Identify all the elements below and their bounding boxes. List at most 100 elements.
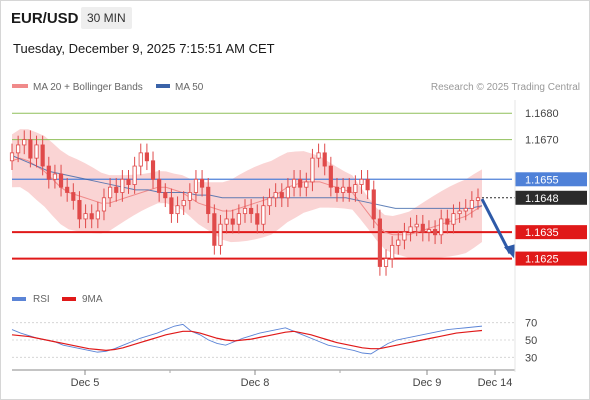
rsi-legend-swatch (12, 297, 26, 301)
candle (200, 178, 205, 188)
candle (273, 192, 278, 199)
rsi-ma-legend-label: 9MA (82, 294, 103, 305)
time-tick-label-Dec-8: Dec 8 (241, 377, 270, 389)
time-tick-label-Dec-9: Dec 9 (413, 377, 442, 389)
candle (89, 213, 94, 220)
candle (144, 152, 149, 162)
level-label-1.1670: 1.1670 (525, 135, 559, 147)
candle (420, 223, 425, 233)
candle (291, 178, 297, 188)
rsi-series-RSI (11, 323, 483, 355)
candle (316, 152, 321, 159)
candle (414, 223, 419, 228)
timeframe-badge[interactable]: 30 MIN (81, 7, 132, 29)
candle (402, 231, 407, 241)
candle (150, 160, 156, 180)
candle (383, 258, 389, 267)
level-label-1.1625: 1.1625 (525, 254, 559, 266)
candle (322, 152, 327, 167)
rsi-pane: 30 50 70 (11, 318, 537, 364)
candle (34, 144, 39, 159)
symbol-title: EUR/USD (11, 10, 79, 27)
candle (181, 200, 186, 207)
level-tag-1.1625 (515, 251, 587, 266)
rsi-series-9MA (11, 329, 483, 352)
candle (353, 184, 358, 193)
credit-text: Research © 2025 Trading Central (431, 82, 580, 93)
candle (138, 152, 143, 167)
candle (114, 186, 119, 193)
candle (328, 165, 333, 188)
rsi-tick-50: 50 (525, 335, 537, 347)
level-label-1.1655: 1.1655 (525, 174, 559, 186)
rsi-tick-30: 30 (525, 352, 537, 364)
level-label-1.1680: 1.1680 (525, 108, 559, 120)
candle (126, 178, 131, 185)
candle (390, 244, 395, 259)
candle (426, 229, 432, 233)
candle (46, 165, 51, 180)
candle (279, 192, 284, 199)
candle (310, 157, 315, 183)
candle (249, 207, 254, 215)
candle (206, 186, 211, 215)
candle (193, 178, 199, 193)
candle (218, 223, 223, 246)
candle (439, 218, 444, 236)
rsi-ma-legend-swatch (62, 297, 76, 301)
forecast-arrow-head (504, 244, 515, 259)
time-tick-label-Dec-14: Dec 14 (478, 377, 513, 389)
bollinger-band (12, 129, 482, 258)
candle (347, 186, 352, 193)
level-tag-1.1635 (515, 225, 587, 240)
candle (52, 173, 57, 180)
candle (77, 200, 82, 220)
candle (261, 205, 266, 225)
candle (95, 210, 100, 220)
level-tag-1.1655 (515, 172, 587, 187)
candle (163, 192, 168, 199)
candle (255, 213, 260, 225)
level-label-1.1648: 1.1648 (525, 193, 559, 205)
header-bar: EUR/USD 30 MIN (0, 0, 590, 36)
candle (242, 207, 248, 215)
candle (212, 213, 217, 246)
candle (224, 218, 229, 225)
candle (433, 229, 438, 236)
candle (157, 178, 162, 193)
candle (58, 173, 64, 188)
candle (371, 189, 376, 220)
candle (108, 186, 113, 199)
level-tag-1.1648 (515, 190, 587, 205)
candle (304, 181, 309, 188)
candle (101, 197, 107, 212)
candle (396, 239, 401, 246)
candle (469, 200, 474, 209)
timestamp: Tuesday, December 9, 2025 7:15:51 AM CET (13, 41, 275, 56)
ma20-legend-label: MA 20 + Bollinger Bands (33, 82, 143, 93)
candle (71, 192, 76, 201)
candle (408, 226, 413, 233)
candle (445, 218, 450, 225)
price-pane: 1.1680 1.1670 1.1655 1.1648 1.1635 1.1625 (9, 108, 587, 276)
candle (9, 152, 15, 162)
candle (334, 186, 340, 193)
candle (285, 186, 290, 199)
candle (40, 144, 45, 167)
rsi-legend-label: RSI (33, 294, 50, 305)
candle (298, 178, 303, 188)
rsi-tick-70: 70 (525, 318, 537, 330)
candle (463, 207, 468, 212)
candle (267, 197, 272, 207)
candle (187, 192, 192, 201)
forecast-arrow-shaft (480, 198, 512, 254)
level-label-1.1635: 1.1635 (525, 227, 559, 239)
candle (341, 186, 346, 193)
candle (451, 213, 456, 225)
time-tick-label-Dec-5: Dec 5 (71, 377, 100, 389)
candle (83, 213, 88, 220)
candle (28, 139, 33, 159)
ma50-line (11, 155, 483, 209)
candle (230, 218, 235, 225)
